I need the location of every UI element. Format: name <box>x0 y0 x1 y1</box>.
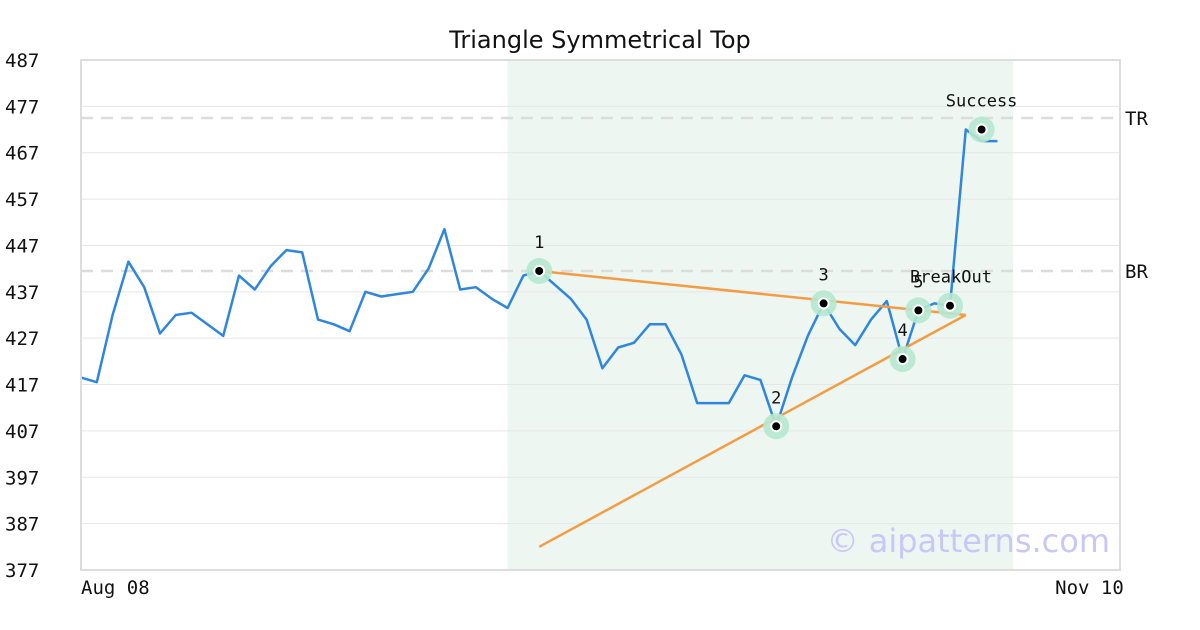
pattern-point-label-2: 2 <box>771 388 781 408</box>
plot-frame <box>80 59 1121 571</box>
y-tick-label: 397 <box>5 467 39 489</box>
pattern-point-3 <box>817 297 830 310</box>
pattern-point-label-5: 5 <box>913 272 923 292</box>
chart-title: Triangle Symmetrical Top <box>448 26 751 54</box>
upper-trendline <box>539 269 966 317</box>
axes-layer: 487 477 467 457 447 437 427 417 407 397 387 377 Aug … <box>5 50 1124 599</box>
reference-line-label-tr: TR <box>1125 108 1148 130</box>
y-tick-label: 477 <box>5 96 39 118</box>
y-tick-label: 467 <box>5 143 39 165</box>
pattern-point-2 <box>770 420 783 433</box>
y-tick-label: 417 <box>5 375 39 397</box>
y-tick-label: 437 <box>5 282 39 304</box>
pattern-point-label-1: 1 <box>534 233 544 253</box>
y-tick-label: 407 <box>5 421 39 443</box>
y-tick-label: 387 <box>5 514 39 536</box>
watermark: © aipatterns.com <box>827 522 1110 560</box>
pattern-point-success <box>975 123 988 136</box>
x-tick-label: Nov 10 <box>1055 577 1124 599</box>
pattern-point-4 <box>896 353 909 366</box>
pattern-point-label-4: 4 <box>897 321 907 341</box>
pattern-point-1 <box>533 264 546 277</box>
reference-lines-layer: TR BR <box>81 108 1148 283</box>
y-tick-label: 447 <box>5 235 39 257</box>
x-tick-label: Aug 08 <box>81 577 150 599</box>
pattern-point-5 <box>912 304 925 317</box>
y-tick-label: 427 <box>5 328 39 350</box>
pattern-point-breakout <box>944 299 956 312</box>
y-tick-label: 457 <box>5 189 39 211</box>
reference-line-label-br: BR <box>1125 261 1148 283</box>
pattern-point-label-success: Success <box>946 92 1018 112</box>
pattern-point-label-breakout: BreakOut <box>910 268 992 288</box>
y-tick-label: 487 <box>5 50 39 72</box>
y-tick-label: 377 <box>5 560 39 582</box>
pattern-point-label-3: 3 <box>818 265 828 285</box>
